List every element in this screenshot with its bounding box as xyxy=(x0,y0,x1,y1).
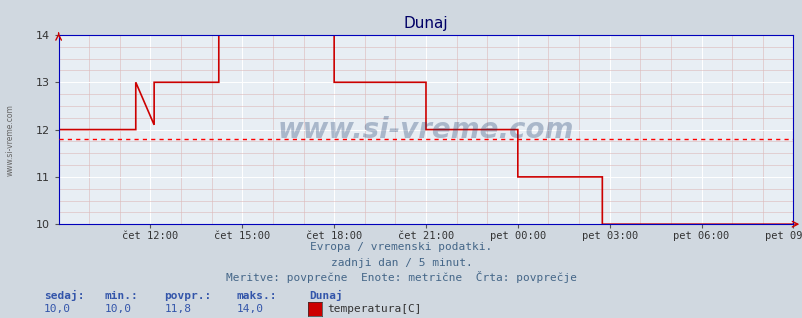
Text: sedaj:: sedaj: xyxy=(44,290,84,301)
Text: www.si-vreme.com: www.si-vreme.com xyxy=(6,104,15,176)
Title: Dunaj: Dunaj xyxy=(403,16,448,31)
Text: Dunaj: Dunaj xyxy=(309,290,342,301)
Text: Evropa / vremenski podatki.: Evropa / vremenski podatki. xyxy=(310,242,492,252)
Text: 10,0: 10,0 xyxy=(44,304,71,314)
Text: 11,8: 11,8 xyxy=(164,304,192,314)
Text: www.si-vreme.com: www.si-vreme.com xyxy=(277,115,573,144)
Text: 14,0: 14,0 xyxy=(237,304,264,314)
Text: min.:: min.: xyxy=(104,291,138,301)
Text: Meritve: povprečne  Enote: metrične  Črta: povprečje: Meritve: povprečne Enote: metrične Črta:… xyxy=(225,272,577,283)
Text: maks.:: maks.: xyxy=(237,291,277,301)
Text: 10,0: 10,0 xyxy=(104,304,132,314)
Text: temperatura[C]: temperatura[C] xyxy=(326,304,421,314)
Text: povpr.:: povpr.: xyxy=(164,291,212,301)
Text: zadnji dan / 5 minut.: zadnji dan / 5 minut. xyxy=(330,258,472,267)
